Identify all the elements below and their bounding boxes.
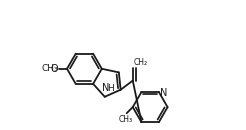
Text: O: O xyxy=(51,64,58,74)
Text: CH₃: CH₃ xyxy=(119,115,133,124)
Text: H: H xyxy=(107,84,114,93)
Text: N: N xyxy=(160,88,168,98)
Text: N: N xyxy=(102,83,109,93)
Text: CH₃: CH₃ xyxy=(42,64,58,73)
Text: CH₂: CH₂ xyxy=(134,58,148,67)
